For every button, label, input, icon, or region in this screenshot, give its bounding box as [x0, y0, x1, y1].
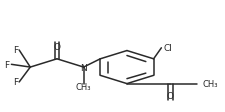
- Text: F: F: [13, 46, 18, 55]
- Text: N: N: [80, 63, 87, 72]
- Text: F: F: [4, 60, 9, 69]
- Text: O: O: [167, 91, 174, 100]
- Text: Cl: Cl: [163, 44, 172, 53]
- Text: CH₃: CH₃: [76, 82, 91, 91]
- Text: CH₃: CH₃: [202, 79, 218, 88]
- Text: F: F: [13, 78, 18, 87]
- Text: O: O: [54, 43, 61, 52]
